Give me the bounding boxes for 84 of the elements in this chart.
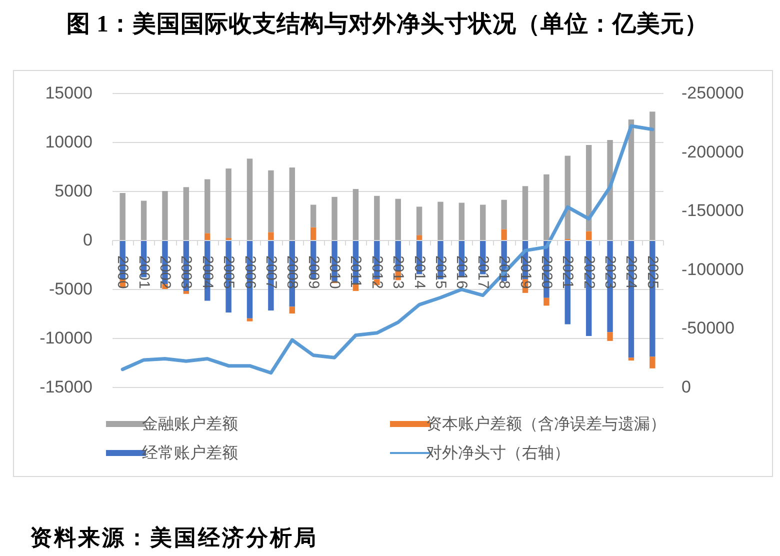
legend-label: 资本账户差额（含净误差与遗漏） [426,415,666,433]
y2-tick-label: 0 [682,378,691,396]
bar [289,306,295,314]
bar [501,200,507,230]
bar [628,358,634,361]
bar [289,167,295,240]
bar [352,189,359,240]
bar [310,204,316,228]
x-tick-label: 2021 [559,256,576,289]
x-tick-label: 2004 [198,256,216,289]
y-tick-label: 5000 [54,182,92,200]
x-tick-label: 2019 [516,256,534,289]
bar [183,290,190,294]
bar [204,233,210,240]
y-tick-label: 10000 [45,132,92,152]
bar [374,196,380,240]
bar [204,179,210,234]
x-tick-label: 2016 [453,256,470,289]
y-tick-label: -15000 [40,378,92,396]
y2-tick-label: -50000 [682,318,734,338]
x-tick-label: 2018 [496,256,513,289]
x-tick-label: 2012 [368,256,386,289]
y-tick-label: -5000 [49,280,92,298]
bar [564,156,570,240]
bar [586,144,592,232]
x-tick-label: 2002 [156,256,174,289]
x-tick-label: 2010 [326,256,344,289]
x-tick-label: 2001 [135,256,152,289]
bar [628,119,634,240]
bar [162,191,168,240]
legend-label: 对外净头寸（右轴） [426,444,570,462]
x-tick-label: 2000 [114,256,132,289]
bar [395,198,401,240]
x-tick-label: 2020 [538,256,555,289]
bar [140,200,147,240]
bar [416,206,422,236]
bar [246,158,253,240]
bar [607,140,613,240]
y2-tick-label: -250000 [682,84,744,102]
bar [332,196,338,240]
bar [458,202,465,240]
x-tick-label: 2007 [262,256,280,289]
bar [544,298,550,306]
bar [480,204,486,240]
x-tick-label: 2008 [284,256,301,289]
bar [586,231,592,240]
legend-label: 金融账户差额 [142,415,238,433]
y2-tick-label: -100000 [682,260,744,279]
y-tick-label: 15000 [45,84,92,102]
x-tick-label: 2022 [580,256,598,289]
x-tick-label: 2006 [241,256,258,289]
x-tick-label: 2024 [622,256,640,289]
bar [226,168,232,238]
x-tick-label: 2014 [410,256,428,289]
x-tick-label: 2003 [178,256,195,289]
x-tick-label: 2009 [304,256,322,289]
bar [438,202,444,240]
x-tick-label: 2015 [432,256,449,289]
x-tick-label: 2025 [644,256,661,289]
bar [310,227,316,240]
bar [501,229,507,240]
bar [416,235,422,240]
x-tick-label: 2013 [390,256,407,289]
bar [268,170,274,232]
text: 资料来源：美国经济分析局 [30,524,318,552]
x-tick-label: 2023 [602,256,619,289]
chart-title: 图 1：美国国际收支结构与对外净头寸状况（单位：亿美元） [66,10,708,38]
bar [607,332,613,341]
bar [246,318,253,322]
y-tick-label: 0 [83,230,92,250]
x-tick-label: 2011 [347,256,364,288]
y-tick-label: -10000 [40,328,92,348]
bar [268,232,274,240]
bar [120,192,126,240]
bar [544,174,550,240]
bar [522,186,528,240]
x-tick-label: 2017 [474,256,492,289]
x-tick-label: 2005 [220,256,238,289]
bar [650,356,656,368]
y2-tick-label: -150000 [682,201,744,220]
legend-label: 经常账户差额 [142,444,238,462]
bar [650,112,656,240]
bar [183,187,190,240]
y2-tick-label: -200000 [682,142,744,162]
